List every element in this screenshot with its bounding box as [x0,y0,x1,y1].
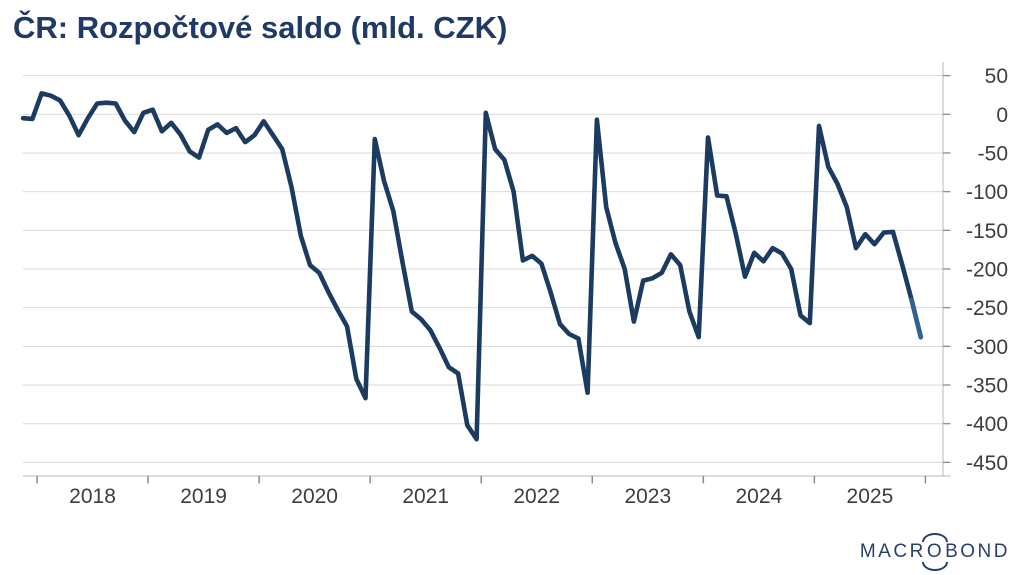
logo-text-right: BOND [945,541,1010,562]
series-line-tail [909,297,924,340]
y-tick-label: -350 [966,375,1008,398]
chart-title: ČR: Rozpočtové saldo (mld. CZK) [13,10,508,45]
logo-circled-o: O [922,533,949,571]
logo-text-left: MACR [859,541,926,562]
x-tick-label: 2024 [735,485,782,508]
x-tick-label: 2018 [69,485,116,508]
y-tick-label: 0 [996,104,1008,127]
y-tick-label: -400 [966,413,1008,436]
x-tick-label: 2025 [847,485,894,508]
x-tick-label: 2019 [180,485,227,508]
x-tick-label: 2022 [513,485,560,508]
y-tick-label: -200 [966,258,1008,281]
x-tick-label: 2020 [291,485,338,508]
y-tick-label: -50 [978,142,1008,165]
y-tick-label: -450 [966,452,1008,475]
y-tick-label: 50 [985,65,1008,88]
y-tick-label: -250 [966,297,1008,320]
y-tick-label: -300 [966,336,1008,359]
macrobond-logo: MACR O BOND [859,533,1010,571]
x-tick-label: 2021 [402,485,449,508]
y-tick-label: -150 [966,220,1008,243]
series-line [20,91,924,442]
y-tick-label: -100 [966,181,1008,204]
x-tick-label: 2023 [624,485,671,508]
